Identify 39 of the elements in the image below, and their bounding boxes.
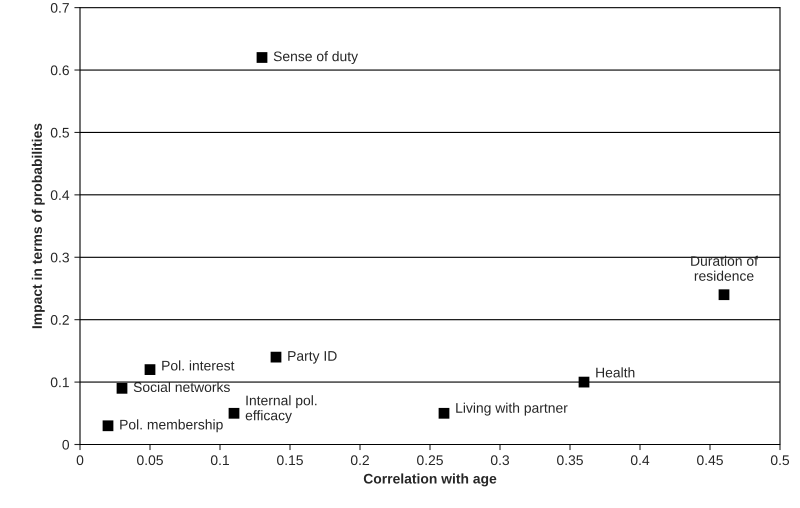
- annotation: Pol. interest: [162, 360, 234, 371]
- y-tick-label: 0.2: [50, 315, 69, 325]
- annotation: Living with partner: [456, 402, 568, 416]
- y-axis-title: Impact in terms of probabilities: [32, 124, 45, 328]
- x-tick-label: 0.15: [277, 455, 303, 466]
- annotation: Social networks: [134, 382, 230, 392]
- y-tick-label: 0.7: [50, 2, 69, 13]
- x-tick-label: 0.05: [137, 455, 163, 466]
- point: [116, 382, 128, 394]
- y-tick-label: 0.3: [50, 252, 69, 262]
- x-tick-label: 0.5: [770, 455, 790, 466]
- point: [270, 352, 282, 363]
- annotation: Sense of duty: [274, 51, 358, 64]
- x-tick-label: 0.3: [490, 455, 510, 466]
- annotation: Party ID: [288, 351, 337, 364]
- point: [438, 408, 450, 419]
- x-tick-label: 0.45: [697, 455, 723, 466]
- x-axis-title: Correlation with age: [364, 473, 496, 486]
- annotation: Health: [596, 367, 634, 378]
- annotation: Pol. membership: [120, 419, 223, 432]
- x-tick-label: 0.1: [210, 455, 229, 466]
- y-tick-label: 0.1: [50, 377, 69, 388]
- annotation: Internal pol. efficacy: [246, 395, 316, 424]
- annotation: Duration of residence: [691, 256, 758, 281]
- y-tick-label: 0.4: [50, 190, 70, 200]
- point: [256, 52, 268, 63]
- y-tick-label: 0.6: [50, 65, 69, 76]
- point: [228, 408, 240, 419]
- x-tick-label: 0.2: [350, 455, 369, 466]
- point: [144, 364, 156, 375]
- x-tick-label: 0.4: [630, 455, 650, 466]
- x-tick-label: 0.35: [557, 455, 583, 466]
- y-tick-label: 0.5: [50, 128, 70, 138]
- x-tick-label: 0: [76, 455, 84, 466]
- point: [102, 420, 114, 432]
- y-tick-label: 0: [62, 440, 70, 450]
- point: [718, 289, 730, 300]
- x-tick-label: 0.25: [417, 455, 443, 466]
- point: [578, 376, 590, 388]
